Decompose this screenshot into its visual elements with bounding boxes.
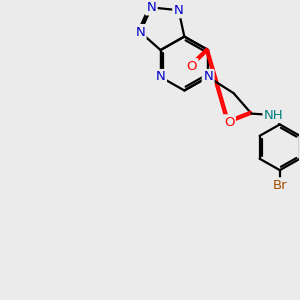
Text: O: O — [224, 116, 234, 129]
Text: O: O — [187, 60, 197, 73]
Text: N: N — [135, 26, 145, 38]
Text: Br: Br — [272, 179, 287, 192]
Text: N: N — [156, 70, 165, 83]
Text: N: N — [203, 70, 213, 83]
Text: N: N — [146, 1, 156, 14]
Text: NH: NH — [264, 109, 284, 122]
Text: N: N — [174, 4, 184, 17]
